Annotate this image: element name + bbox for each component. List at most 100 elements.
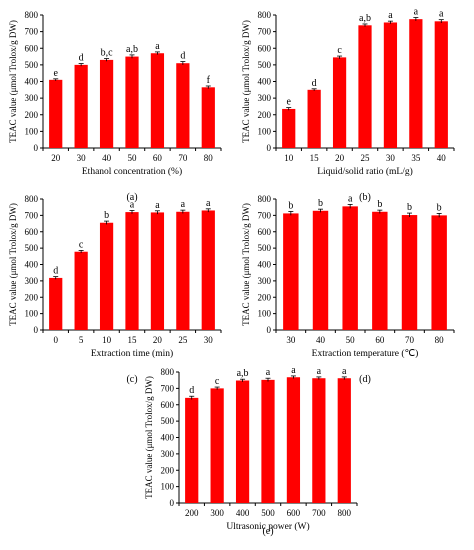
y-tick-label: 100 — [161, 482, 175, 492]
y-tick-label: 800 — [25, 194, 39, 204]
y-axis-label: TEAC value (μmol Trolox/g DW) — [144, 376, 154, 499]
x-tick-label: 60 — [153, 153, 163, 163]
y-tick-label: 0 — [170, 498, 175, 508]
y-tick-label: 600 — [258, 43, 272, 53]
y-tick-label: 600 — [25, 227, 39, 237]
y-tick-label: 400 — [25, 77, 39, 87]
bar — [358, 25, 372, 148]
x-tick-label: 30 — [77, 153, 87, 163]
bar — [235, 380, 250, 503]
x-tick-label: 30 — [386, 153, 396, 163]
y-tick-label: 600 — [258, 227, 272, 237]
y-tick-label: 600 — [161, 400, 175, 410]
significance-letter: d — [53, 266, 58, 277]
significance-letter: b — [407, 202, 412, 213]
significance-letter: a — [317, 366, 322, 377]
significance-letter: a,b — [126, 44, 138, 55]
significance-letter: c — [79, 239, 84, 250]
x-axis-label: Ultrasonic power (W) — [226, 521, 309, 532]
x-axis-label: Extraction time (min) — [91, 348, 173, 359]
bar — [434, 21, 448, 149]
y-tick-label: 0 — [267, 325, 272, 335]
bar — [150, 212, 165, 330]
significance-letter: a — [181, 199, 186, 210]
bar — [332, 57, 347, 148]
x-tick-label: 40 — [102, 153, 112, 163]
significance-letter: a — [155, 200, 160, 211]
x-tick-label: 35 — [411, 153, 421, 163]
y-tick-label: 100 — [258, 126, 272, 136]
y-tick-label: 700 — [25, 27, 39, 37]
bar — [125, 212, 139, 330]
chart-panel-4: 0 100 200 300 400 500 600 700 800 b 30 b 40 a 50 b 60 b 70… — [241, 193, 455, 385]
y-tick-label: 100 — [258, 309, 272, 319]
significance-letter: d — [180, 51, 185, 62]
y-tick-label: 300 — [25, 276, 39, 286]
y-tick-label: 400 — [258, 260, 272, 270]
significance-letter: a,b — [237, 368, 249, 379]
x-tick-label: 20 — [153, 335, 163, 345]
y-tick-label: 200 — [25, 110, 39, 120]
bar — [282, 108, 296, 148]
y-tick-label: 700 — [25, 210, 39, 220]
significance-letter: b,c — [101, 48, 114, 59]
x-tick-label: 25 — [178, 335, 188, 345]
x-tick-label: 15 — [310, 153, 320, 163]
significance-letter: a — [291, 365, 296, 376]
y-axis-label: TEAC value (μmol Trolox/g DW) — [241, 20, 251, 143]
bar — [372, 211, 388, 330]
bar — [150, 53, 165, 148]
bar — [185, 397, 199, 503]
chart-panel-1: 0 100 200 300 400 500 600 700 800 e 20 d 30 b,c 40 a,b 5… — [8, 10, 222, 203]
bar — [342, 206, 358, 330]
y-tick-label: 200 — [258, 110, 272, 120]
y-tick-label: 300 — [161, 449, 175, 459]
significance-letter: d — [312, 78, 317, 89]
panel-label: (a) — [126, 192, 137, 203]
y-tick-label: 700 — [258, 210, 272, 220]
x-tick-label: 200 — [185, 508, 199, 518]
significance-letter: e — [286, 97, 291, 108]
x-tick-label: 25 — [361, 153, 371, 163]
y-tick-label: 100 — [25, 309, 39, 319]
x-tick-label: 800 — [338, 508, 352, 518]
bar — [176, 63, 190, 148]
panel-label: (b) — [359, 192, 371, 203]
significance-letter: a,b — [359, 13, 371, 24]
x-tick-label: 20 — [51, 153, 61, 163]
x-axis-label: Extraction temperature (℃) — [312, 348, 419, 359]
bar — [201, 210, 215, 330]
bar — [125, 56, 139, 148]
x-tick-label: 70 — [405, 335, 415, 345]
x-tick-label: 50 — [346, 335, 356, 345]
y-tick-label: 500 — [25, 60, 39, 70]
significance-letter: c — [215, 376, 220, 387]
panel-label: (c) — [126, 374, 137, 385]
bar — [312, 378, 326, 503]
significance-letter: d — [189, 385, 194, 396]
y-tick-label: 0 — [34, 325, 39, 335]
y-axis-label: TEAC value (μmol Trolox/g DW) — [8, 20, 18, 143]
y-axis-label: TEAC value (μmol Trolox/g DW) — [241, 203, 251, 326]
bar — [312, 210, 329, 330]
x-tick-label: 10 — [284, 153, 294, 163]
y-tick-label: 600 — [25, 43, 39, 53]
x-tick-label: 40 — [437, 153, 447, 163]
x-tick-label: 60 — [375, 335, 385, 345]
y-axis-label: TEAC value (μmol Trolox/g DW) — [8, 203, 18, 326]
chart-panel-2: 0 100 200 300 400 500 600 700 800 e 10 d 15 c 20 a,b 25 a… — [241, 6, 455, 203]
x-axis-label: Ethanol concentration (%) — [82, 166, 182, 177]
x-tick-label: 300 — [210, 508, 224, 518]
significance-letter: b — [437, 202, 442, 213]
significance-letter: f — [207, 75, 211, 86]
y-tick-label: 100 — [25, 126, 39, 136]
chart-panel-3: 0 100 200 300 400 500 600 700 800 d 0 c 5 b 10 a 15 a 20 a 2… — [8, 194, 222, 385]
bar — [337, 378, 351, 503]
bar — [307, 89, 321, 148]
significance-letter: a — [348, 193, 353, 204]
bar — [201, 87, 215, 148]
significance-letter: b — [104, 210, 109, 221]
bar — [401, 215, 418, 330]
y-tick-label: 0 — [34, 143, 39, 153]
